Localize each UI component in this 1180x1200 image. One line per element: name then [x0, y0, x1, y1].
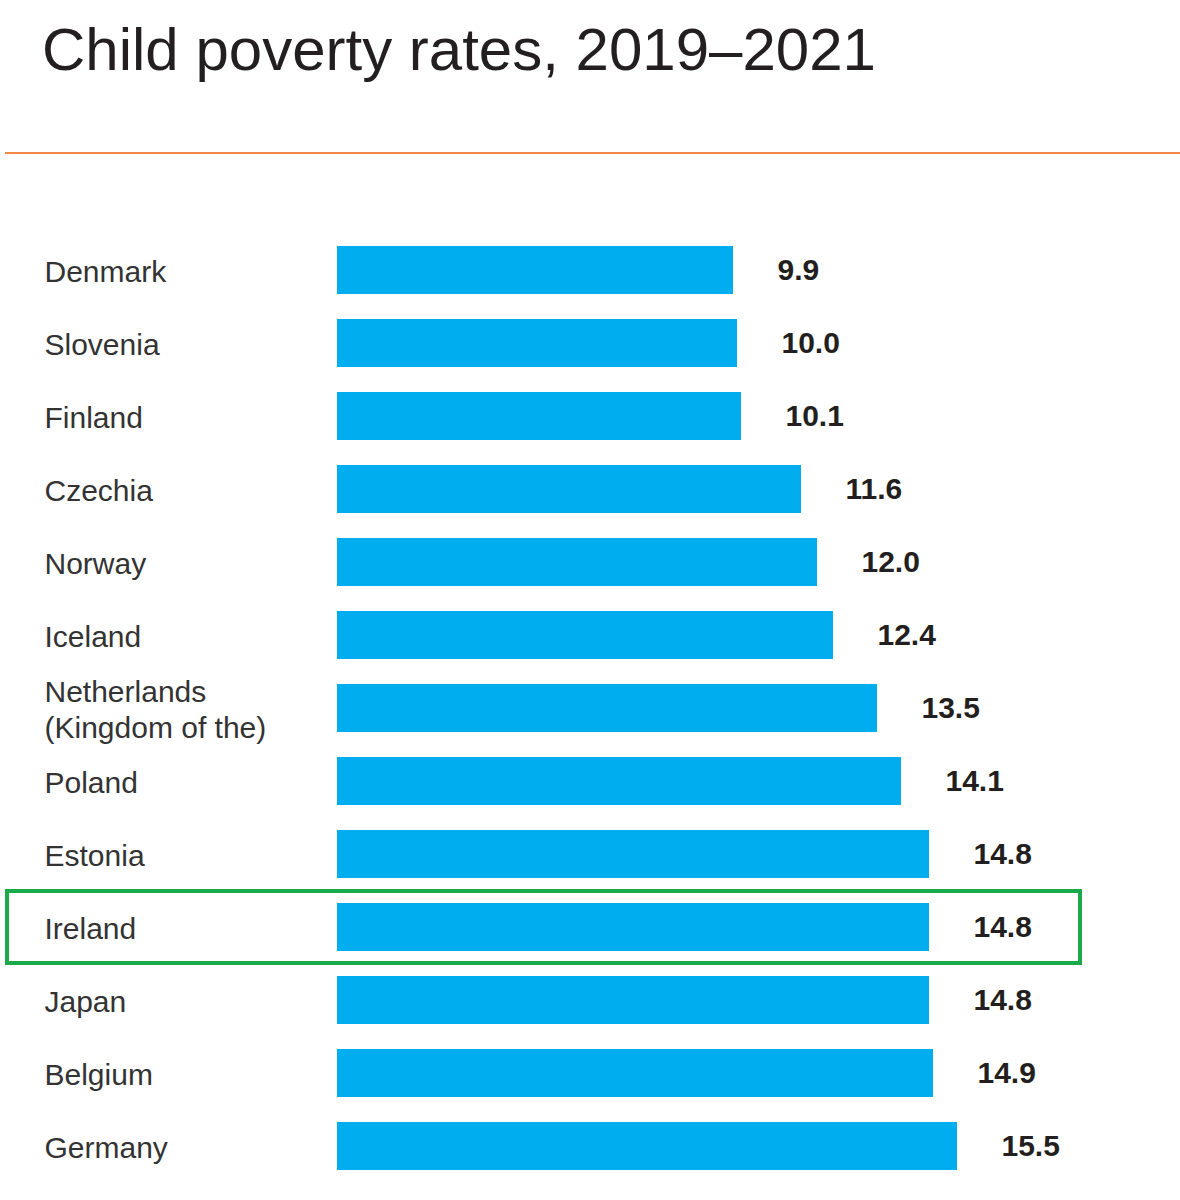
svg-text:Japan: Japan — [45, 985, 127, 1018]
svg-text:14.9: 14.9 — [978, 1056, 1036, 1089]
svg-text:Czechia: Czechia — [45, 474, 154, 507]
svg-text:10.1: 10.1 — [786, 399, 844, 432]
svg-text:9.9: 9.9 — [778, 253, 820, 286]
html-text:Child poverty rates, 2019–2021: Child poverty rates, 2019–2021 — [42, 16, 876, 83]
svg-text:Poland: Poland — [45, 766, 138, 799]
svg-text:11.6: 11.6 — [846, 472, 903, 505]
svg-text:13.5: 13.5 — [922, 691, 980, 724]
svg-text:Norway: Norway — [45, 547, 147, 580]
svg-text:14.8: 14.8 — [974, 837, 1032, 870]
svg-text:Netherlands(Kingdom of the): Netherlands(Kingdom of the) — [45, 675, 267, 744]
svg-text:Iceland: Iceland — [45, 620, 142, 653]
svg-text:Slovenia: Slovenia — [45, 328, 160, 361]
svg-text:14.8: 14.8 — [974, 910, 1032, 943]
svg-text:Estonia: Estonia — [45, 839, 145, 872]
svg-text:14.1: 14.1 — [946, 764, 1004, 797]
svg-text:Belgium: Belgium — [45, 1058, 153, 1091]
svg-text:Ireland: Ireland — [45, 912, 137, 945]
svg-text:12.4: 12.4 — [878, 618, 937, 651]
svg-text:15.5: 15.5 — [1002, 1129, 1060, 1162]
svg-text:12.0: 12.0 — [862, 545, 920, 578]
svg-text:Denmark: Denmark — [45, 255, 168, 288]
svg-text:Finland: Finland — [45, 401, 143, 434]
svg-text:14.8: 14.8 — [974, 983, 1032, 1016]
svg-text:Germany: Germany — [45, 1131, 168, 1164]
svg-text:10.0: 10.0 — [782, 326, 840, 359]
